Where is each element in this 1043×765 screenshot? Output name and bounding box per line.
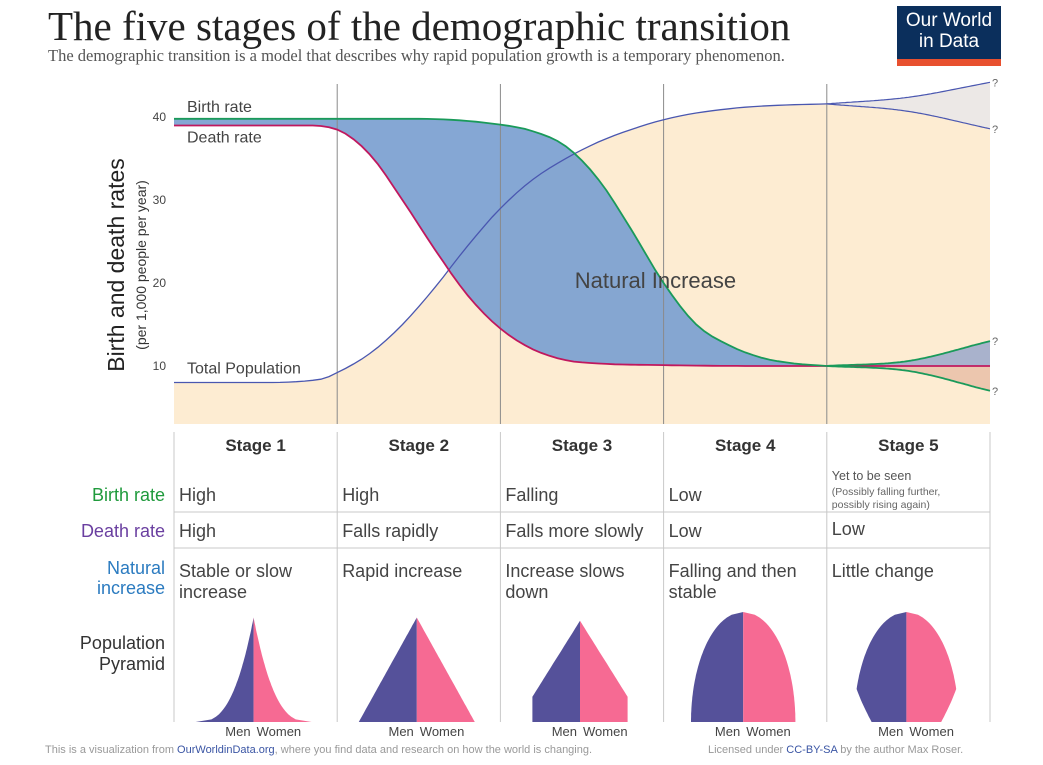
death-rate-cell: High [179, 521, 216, 541]
uncertain-marker-3: ? [992, 336, 998, 348]
natural-increase-annotation: Natural Increase [575, 268, 736, 293]
birth-rate-series-label: Birth rate [187, 99, 252, 116]
death-rate-cell: Low [669, 521, 703, 541]
population-line [174, 103, 827, 384]
y-tick-label: 10 [153, 359, 167, 373]
birth-rate-cell: Yet to be seen [832, 469, 912, 483]
logo-accent-bar [897, 59, 1001, 66]
birth-rate-note-line: (Possibly falling further, [832, 486, 941, 498]
pyramid-women-label: Women [420, 724, 465, 739]
pyramid-men-stage-5 [856, 612, 907, 722]
footer-source-post: , where you find data and research on ho… [274, 744, 593, 756]
footer-license-post: by the author Max Roser. [837, 744, 964, 756]
birth-rate-note-line: possibly rising again) [832, 499, 930, 511]
footer-source-pre: This is a visualization from [45, 744, 178, 756]
stage-header-2: Stage 2 [389, 436, 449, 455]
footer-license-pre: Licensed under [708, 744, 787, 756]
population-projection-low-line [826, 103, 991, 130]
birth-rate-line [174, 117, 827, 367]
footer-license: Licensed under CC-BY-SA by the author Ma… [708, 744, 963, 756]
birth-rate-cell: Falling [505, 485, 558, 505]
footer-source: This is a visualization from OurWorldinD… [45, 744, 592, 756]
population-projection-high-line [826, 81, 991, 105]
pyramid-men-stage-2 [358, 617, 417, 722]
natural-increase-cell-line: Little change [832, 561, 934, 581]
pyramid-women-stage-1 [253, 617, 312, 722]
pyramid-women-stage-5 [906, 612, 957, 722]
birth-rate-cell: High [179, 485, 216, 505]
pyramid-men-label: Men [715, 724, 740, 739]
license-link[interactable]: CC-BY-SA [786, 744, 838, 756]
pyramid-men-stage-1 [195, 617, 254, 722]
stage-table: Stage 1 Stage 2 Stage 3 Stage 4 Stage 5 Birth… [80, 432, 991, 739]
page-subtitle: The demographic transition is a model th… [48, 46, 785, 65]
pyramid-women-stage-3 [580, 620, 628, 722]
death-rate-line [174, 124, 827, 367]
y-tick-label: 30 [153, 193, 167, 207]
stage-header-5: Stage 5 [878, 436, 938, 455]
death-rate-series-label: Death rate [187, 129, 262, 146]
death-rate-cell: Falls more slowly [505, 521, 643, 541]
death-rate-cell: Falls rapidly [342, 521, 438, 541]
plot-area: ???? 10 20 30 40 Birth and death rates (per 1,… [103, 77, 998, 425]
stage-header-3: Stage 3 [552, 436, 612, 455]
stage-header-4: Stage 4 [715, 436, 776, 455]
stage5-increase-area [826, 341, 990, 366]
row-label-death-rate: Death rate [81, 521, 165, 541]
population-projection-area [826, 82, 990, 129]
natural-increase-cell-line: down [505, 582, 548, 602]
y-axis-label: Birth and death rates [103, 158, 129, 372]
uncertain-marker-2: ? [992, 124, 998, 136]
natural-increase-cell-line: increase [179, 582, 247, 602]
logo-line-2: in Data [918, 31, 980, 52]
natural-increase-cell-line: Stable or slow [179, 561, 293, 581]
pyramid-women-stage-2 [416, 617, 475, 722]
pyramid-women-label: Women [909, 724, 954, 739]
population-series-label: Total Population [187, 361, 301, 378]
pyramid-men-label: Men [389, 724, 414, 739]
natural-increase-cell-line: stable [669, 582, 717, 602]
birth-rate-projection-high-line [826, 340, 991, 367]
owid-link[interactable]: OurWorldinData.org [177, 744, 275, 756]
pyramid-women-label: Women [583, 724, 628, 739]
pyramid-women-stage-4 [743, 612, 796, 722]
pyramid-men-stage-3 [532, 620, 580, 722]
birth-rate-cell: High [342, 485, 379, 505]
pyramid-men-label: Men [552, 724, 577, 739]
natural-increase-cell-line: Falling and then [669, 561, 797, 581]
stage5-decrease-area [826, 366, 990, 391]
birth-rate-cell: Low [669, 485, 703, 505]
natural-increase-cell-line: Rapid increase [342, 561, 462, 581]
pyramid-men-label: Men [878, 724, 903, 739]
stage-header-1: Stage 1 [225, 436, 285, 455]
y-tick-label: 20 [153, 276, 167, 290]
row-label-pyramid-line: Pyramid [99, 654, 165, 674]
pyramid-women-label: Women [257, 724, 302, 739]
pyramid-women-label: Women [746, 724, 791, 739]
population-area-stage5 [826, 103, 990, 425]
natural-increase-cell-line: Increase slows [505, 561, 624, 581]
death-rate-cell: Low [832, 519, 866, 539]
row-label-natural-increase-line: increase [97, 578, 165, 598]
pyramid-men-label: Men [225, 724, 250, 739]
row-label-birth-rate: Birth rate [92, 485, 165, 505]
y-axis-sublabel: (per 1,000 people per year) [133, 180, 149, 350]
y-tick-label: 40 [153, 110, 167, 124]
page-title: The five stages of the demographic trans… [48, 3, 791, 49]
logo-line-1: Our World [905, 10, 993, 31]
owid-logo[interactable]: Our World in Data [897, 6, 1001, 66]
uncertain-marker-1: ? [992, 77, 998, 89]
uncertain-marker-4: ? [992, 386, 998, 398]
row-label-pyramid-line: Population [80, 633, 165, 653]
pyramid-men-stage-4 [691, 612, 744, 722]
birth-rate-projection-low-line [826, 365, 991, 392]
row-label-natural-increase-line: Natural [107, 558, 165, 578]
